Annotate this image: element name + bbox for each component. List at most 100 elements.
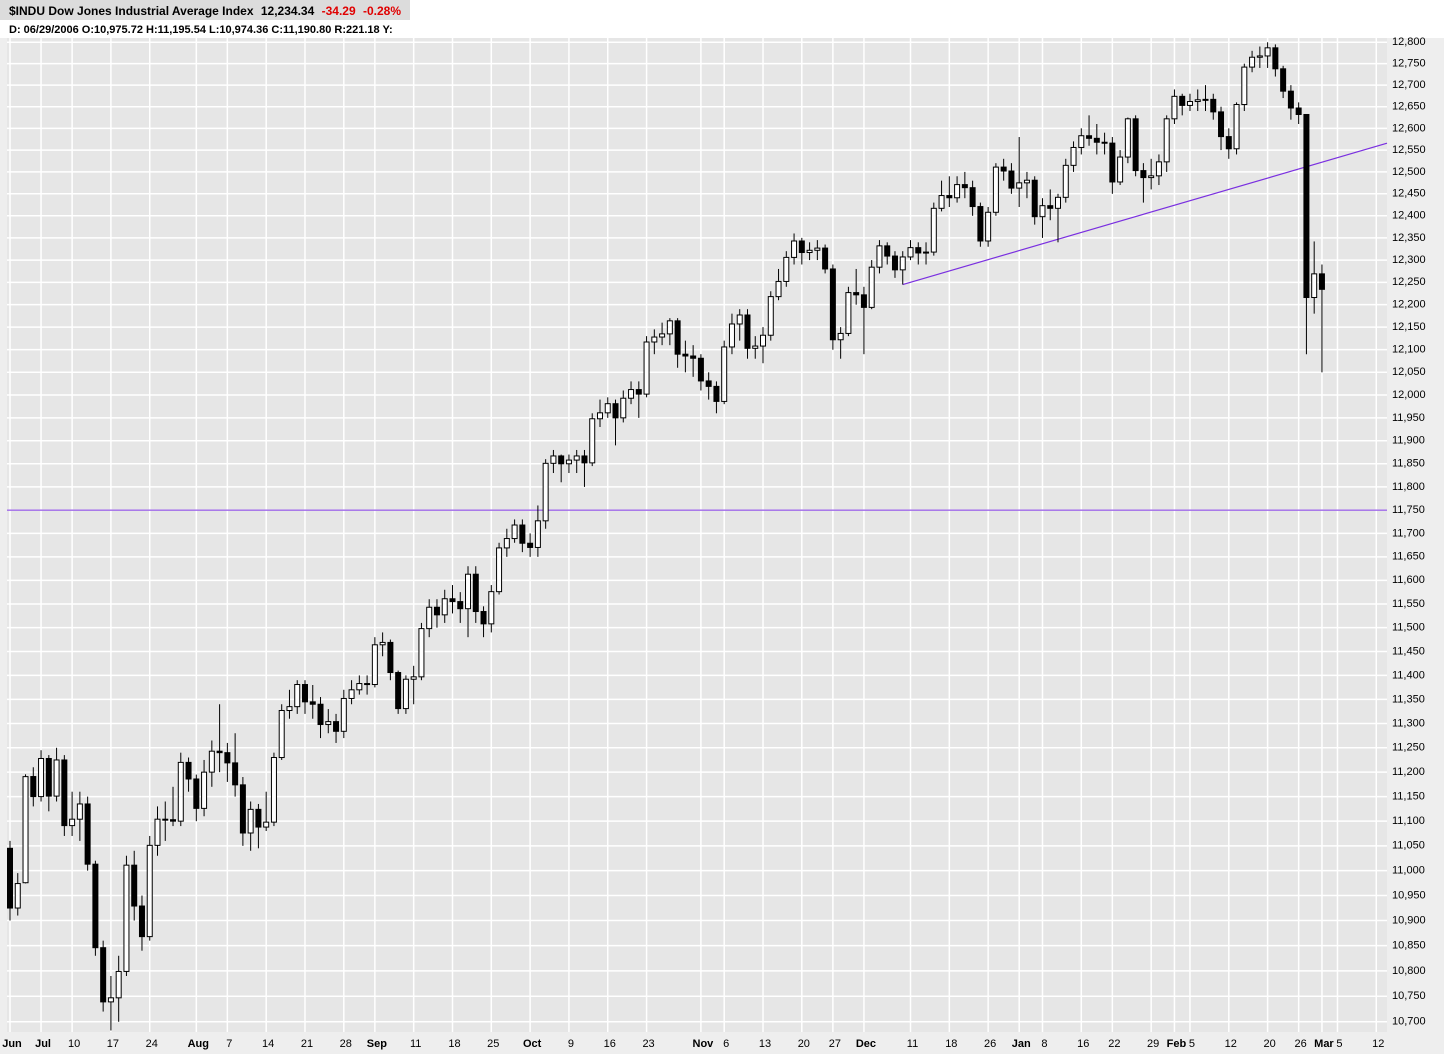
candle-body <box>534 520 541 548</box>
candle-body <box>1171 95 1178 120</box>
candle-body <box>301 684 308 703</box>
candle-body <box>876 245 883 268</box>
candle-body <box>1186 101 1193 106</box>
x-tick-label: Oct <box>523 1038 542 1050</box>
y-tick-label: 11,100 <box>1392 815 1425 827</box>
candle-body <box>201 771 208 809</box>
candle-body <box>14 883 21 909</box>
candle-body <box>418 628 425 678</box>
y-tick-label: 10,900 <box>1392 914 1426 926</box>
x-tick-label: 14 <box>262 1038 274 1050</box>
y-tick-label: 11,200 <box>1392 766 1425 778</box>
candle-body <box>61 759 68 827</box>
candle-body <box>154 818 161 846</box>
info-close: C:11,190.80 <box>271 24 331 36</box>
candle-body <box>488 591 495 625</box>
candle-body <box>511 524 518 540</box>
candle-body <box>402 678 409 710</box>
candle-body <box>1295 107 1302 115</box>
candle-body <box>216 750 223 754</box>
candle-body <box>1194 99 1201 103</box>
candle-body <box>193 778 200 809</box>
x-tick-label: 18 <box>448 1038 460 1050</box>
candle-body <box>263 821 270 828</box>
candle-body <box>503 538 510 549</box>
y-tick-label: 11,850 <box>1392 458 1425 470</box>
candle-body <box>1008 170 1015 189</box>
candle-body <box>573 455 580 461</box>
x-tick-label: Feb <box>1167 1038 1187 1050</box>
candle-body <box>550 455 557 464</box>
candle-body <box>441 598 448 616</box>
candle-body <box>1225 136 1232 150</box>
candle-body <box>294 684 301 708</box>
y-tick-label: 10,750 <box>1392 990 1426 1002</box>
candle-body <box>1023 179 1030 184</box>
candle-body <box>604 403 611 414</box>
candle-body <box>457 601 464 610</box>
candle-body <box>527 542 534 548</box>
candle-body <box>961 184 968 189</box>
y-tick-label: 11,800 <box>1392 481 1425 493</box>
candle-body <box>954 184 961 199</box>
candle-body <box>325 721 332 726</box>
candle-body <box>1318 273 1325 290</box>
candle-body <box>1132 118 1139 172</box>
candle-body <box>690 355 697 359</box>
candle-body <box>1287 90 1294 109</box>
candle-body <box>674 320 681 355</box>
candle-body <box>84 803 91 865</box>
x-tick-label: Aug <box>188 1038 209 1050</box>
candle-body <box>853 292 860 296</box>
y-tick-label: 11,000 <box>1392 865 1425 877</box>
candle-body <box>224 752 231 764</box>
candle-body <box>107 997 114 1003</box>
y-tick-label: 11,250 <box>1392 742 1425 754</box>
y-tick-label: 12,000 <box>1392 389 1426 401</box>
y-tick-label: 11,450 <box>1392 645 1425 657</box>
y-tick-label: 11,750 <box>1392 504 1425 516</box>
candle-body <box>1249 56 1256 68</box>
candle-body <box>38 757 45 798</box>
candle-body <box>53 759 60 797</box>
x-tick-label: 27 <box>829 1038 841 1050</box>
candle-body <box>635 389 642 395</box>
candle-body <box>915 247 922 254</box>
candle-body <box>317 703 324 726</box>
y-tick-label: 12,450 <box>1392 188 1426 200</box>
candle-body <box>92 863 99 949</box>
candle-body <box>1179 95 1186 106</box>
candle-body <box>596 412 603 420</box>
candle-body <box>480 611 487 625</box>
y-tick-label: 10,950 <box>1392 889 1426 901</box>
candle-body <box>612 403 619 419</box>
candle-body <box>340 697 347 732</box>
candle-body <box>255 808 262 828</box>
candle-body <box>558 455 565 465</box>
y-tick-label: 11,550 <box>1392 598 1425 610</box>
candle-body <box>426 606 433 630</box>
candle-body <box>1272 47 1279 70</box>
candle-body <box>907 247 914 258</box>
candle-body <box>969 187 976 208</box>
y-tick-label: 11,300 <box>1392 717 1425 729</box>
candle-body <box>309 701 316 705</box>
candle-body <box>1016 182 1023 189</box>
candle-body <box>239 784 246 834</box>
candle-body <box>30 776 37 798</box>
candle-body <box>472 573 479 613</box>
info-date: D: 06/29/2006 <box>9 24 79 36</box>
x-tick-label: Mar <box>1314 1038 1334 1050</box>
candle-body <box>682 353 689 357</box>
candle-body <box>589 418 596 464</box>
candle-body <box>270 757 277 823</box>
candle-body <box>860 294 867 308</box>
x-tick-label: 7 <box>226 1038 232 1050</box>
candle-body <box>775 280 782 298</box>
y-tick-label: 11,650 <box>1392 551 1425 563</box>
candle-body <box>410 676 417 680</box>
candle-body <box>1047 205 1054 209</box>
x-tick-label: Jul <box>35 1038 51 1050</box>
y-tick-label: 12,800 <box>1392 36 1426 48</box>
